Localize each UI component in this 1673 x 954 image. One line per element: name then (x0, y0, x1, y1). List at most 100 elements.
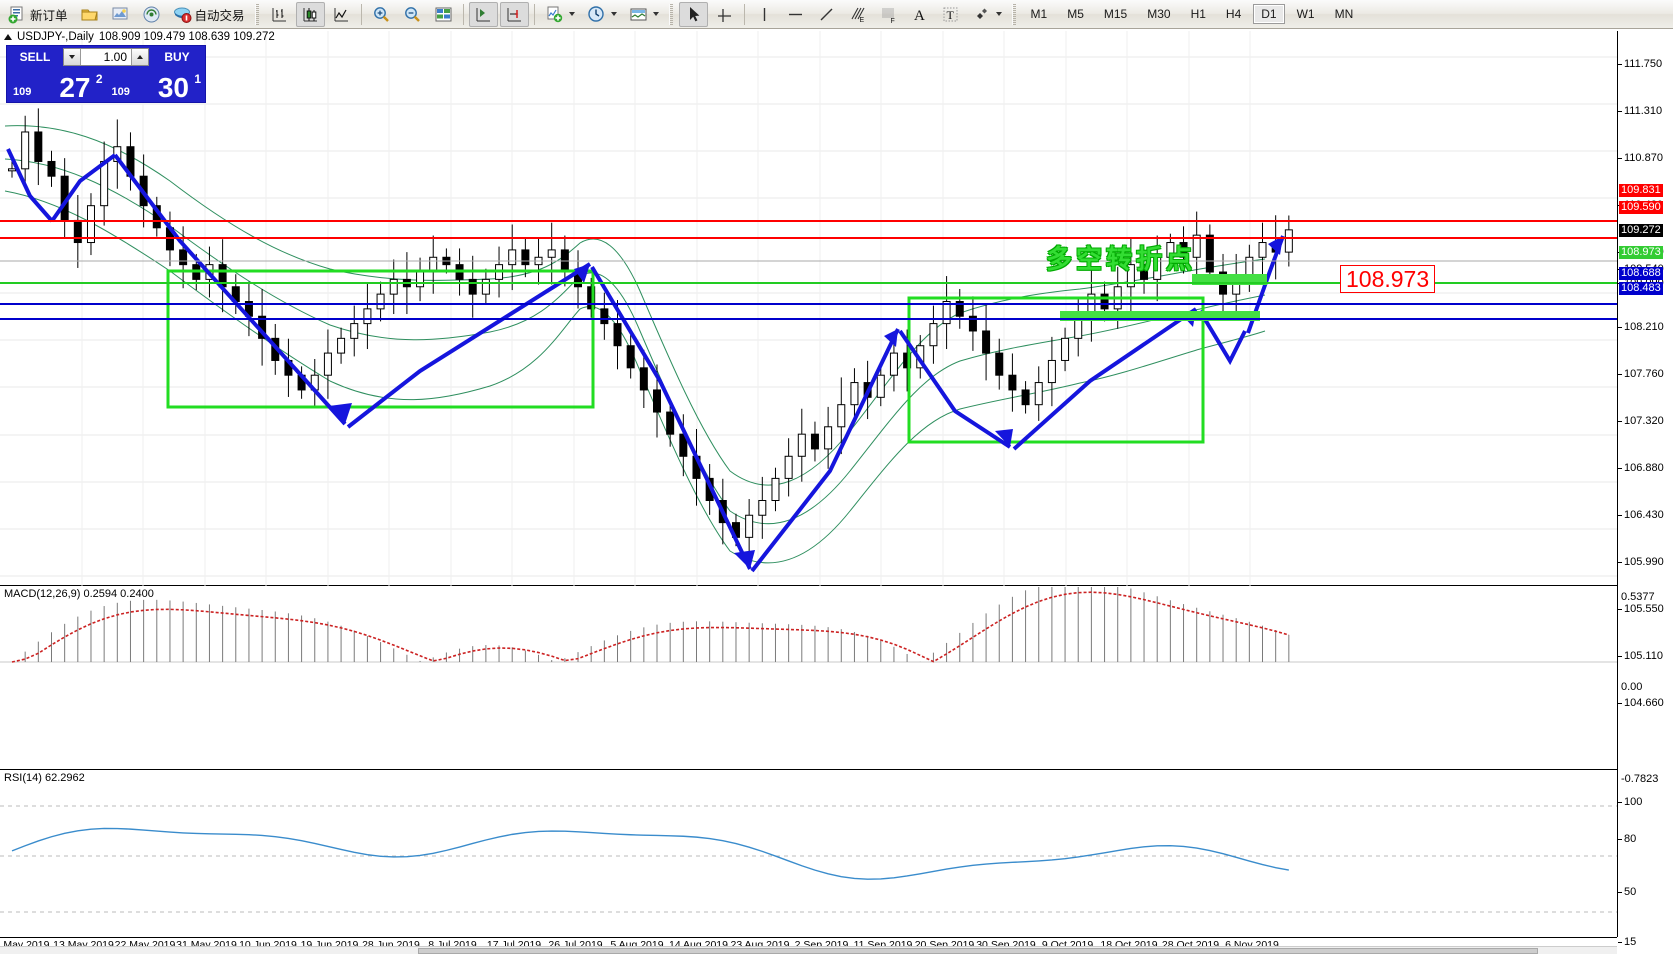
autotrading-button[interactable]: 自动交易 (168, 2, 250, 27)
price-level-label[interactable]: 109.831 (1619, 184, 1663, 197)
chart-shift-button[interactable] (499, 1, 529, 27)
buy-price-main: 30 (157, 72, 189, 103)
buy-quote[interactable]: 109 30 1 (108, 68, 204, 103)
candlestick (784, 455, 793, 479)
folder-icon (80, 5, 99, 24)
zoom-out-button[interactable] (398, 2, 427, 27)
vertical-line-button[interactable] (750, 2, 779, 27)
chart-scrollbar[interactable] (0, 946, 1617, 954)
timeframe-m5[interactable]: M5 (1067, 7, 1084, 21)
line-chart-button[interactable] (327, 2, 356, 27)
price-level-label[interactable]: 108.688 (1619, 267, 1663, 280)
label-button[interactable]: T (936, 2, 965, 27)
sell-button-label[interactable]: SELL (9, 48, 61, 66)
profile-icon (111, 5, 130, 24)
toolbar-separator-3 (533, 3, 535, 25)
candlestick (613, 323, 622, 347)
chevron-down-icon-4[interactable] (995, 12, 1002, 16)
candlestick-chart-button[interactable] (295, 1, 325, 27)
candlestick (850, 382, 859, 406)
candlestick (376, 293, 385, 310)
horizontal-line-icon (786, 5, 805, 24)
price-level-label[interactable]: 108.483 (1619, 282, 1663, 295)
toolbar-grip-3[interactable] (1011, 3, 1017, 25)
price-level-label[interactable]: 109.590 (1619, 201, 1663, 214)
candlestick (34, 131, 43, 162)
price-tick: 104.660 (1618, 697, 1664, 709)
volume-decrease-button[interactable] (64, 49, 81, 65)
macd-pane[interactable]: MACD(12,26,9) 0.2594 0.2400 (0, 587, 1617, 770)
toolbar-grip-2[interactable] (668, 3, 674, 25)
volume-value[interactable]: 1.00 (103, 50, 127, 64)
one-click-trading-panel[interactable]: SELL 1.00 BUY 109 27 2 109 30 1 (6, 45, 206, 103)
price-level-label[interactable]: 108.973 (1619, 246, 1663, 259)
collapse-icon[interactable] (4, 33, 12, 40)
main-toolbar[interactable]: 新订单 自动交易 (0, 0, 1673, 29)
indicators-button[interactable] (540, 2, 580, 27)
period-button[interactable] (582, 2, 622, 27)
candlestick (1047, 359, 1056, 384)
price-tick: 107.760 (1618, 368, 1664, 380)
volume-increase-button[interactable] (131, 49, 148, 65)
sell-price-prefix: 109 (13, 86, 32, 98)
chevron-down-icon-3[interactable] (652, 12, 659, 16)
price-axis[interactable]: 111.750111.310110.870110.420109.980109.5… (1617, 31, 1673, 948)
text-button[interactable]: A (905, 2, 934, 27)
fibonacci-grid-icon: F (879, 5, 898, 24)
tile-windows-button[interactable] (429, 2, 458, 27)
new-order-button[interactable]: 新订单 (3, 2, 73, 27)
candlestick (771, 477, 780, 502)
macd-label: MACD(12,26,9) 0.2594 0.2400 (4, 588, 154, 600)
objects-button[interactable] (967, 2, 1007, 27)
zoom-in-button[interactable] (367, 2, 396, 27)
candlestick (600, 308, 609, 325)
rsi-pane[interactable]: RSI(14) 62.2962 (0, 771, 1617, 937)
folder-button[interactable] (75, 2, 104, 27)
buy-button-label[interactable]: BUY (151, 48, 203, 66)
chevron-down-icon[interactable] (568, 12, 575, 16)
price-level-label[interactable]: 109.272 (1619, 224, 1663, 237)
objects-icon (972, 5, 991, 24)
signals-icon (142, 5, 161, 24)
chevron-down-icon-2[interactable] (610, 12, 617, 16)
horizontal-line-button[interactable] (781, 2, 810, 27)
cursor-button[interactable] (678, 1, 708, 27)
chart-shift-icon (505, 5, 524, 24)
sell-price-fraction: 2 (95, 72, 103, 86)
timeframe-h1[interactable]: H1 (1190, 7, 1206, 21)
timeframe-d1[interactable]: D1 (1253, 4, 1285, 24)
tile-windows-icon (434, 5, 453, 24)
macd-tick: 0.00 (1621, 681, 1643, 693)
signals-button[interactable] (137, 2, 166, 27)
candlestick (889, 352, 898, 376)
candlestick (1153, 256, 1162, 280)
timeframe-h4[interactable]: H4 (1225, 7, 1242, 21)
chevron-up-icon-vol (137, 55, 143, 59)
timeframe-mn[interactable]: MN (1334, 7, 1354, 21)
toolbar-grip[interactable] (254, 3, 260, 25)
fibonacci-grid-button[interactable]: F (874, 2, 903, 27)
timeframe-m15[interactable]: M15 (1103, 7, 1128, 21)
candlestick (73, 219, 82, 244)
candlestick (1008, 374, 1017, 391)
buy-price-prefix: 109 (111, 86, 130, 98)
bar-chart-button[interactable] (265, 2, 294, 27)
timeframe-w1[interactable]: W1 (1296, 7, 1315, 21)
templates-icon (629, 5, 648, 24)
buy-price-fraction: 1 (194, 72, 201, 86)
svg-text:E: E (859, 17, 864, 24)
templates-button[interactable] (624, 2, 664, 27)
shift-end-button[interactable] (468, 1, 498, 27)
crosshair-button[interactable] (710, 2, 739, 27)
sell-quote[interactable]: 109 27 2 (9, 68, 105, 102)
volume-stepper[interactable]: 1.00 (63, 48, 149, 66)
fibonacci-button[interactable]: E (843, 2, 872, 27)
candlestick (995, 352, 1004, 376)
scrollbar-thumb[interactable] (418, 948, 1538, 954)
price-tick: 105.990 (1618, 556, 1664, 568)
main-chart-pane[interactable]: 多空转折点 108.973 (0, 31, 1617, 586)
timeframe-m30[interactable]: M30 (1147, 7, 1171, 21)
profile-button[interactable] (106, 2, 135, 27)
trendline-button[interactable] (812, 2, 841, 27)
timeframe-m1[interactable]: M1 (1030, 7, 1048, 21)
